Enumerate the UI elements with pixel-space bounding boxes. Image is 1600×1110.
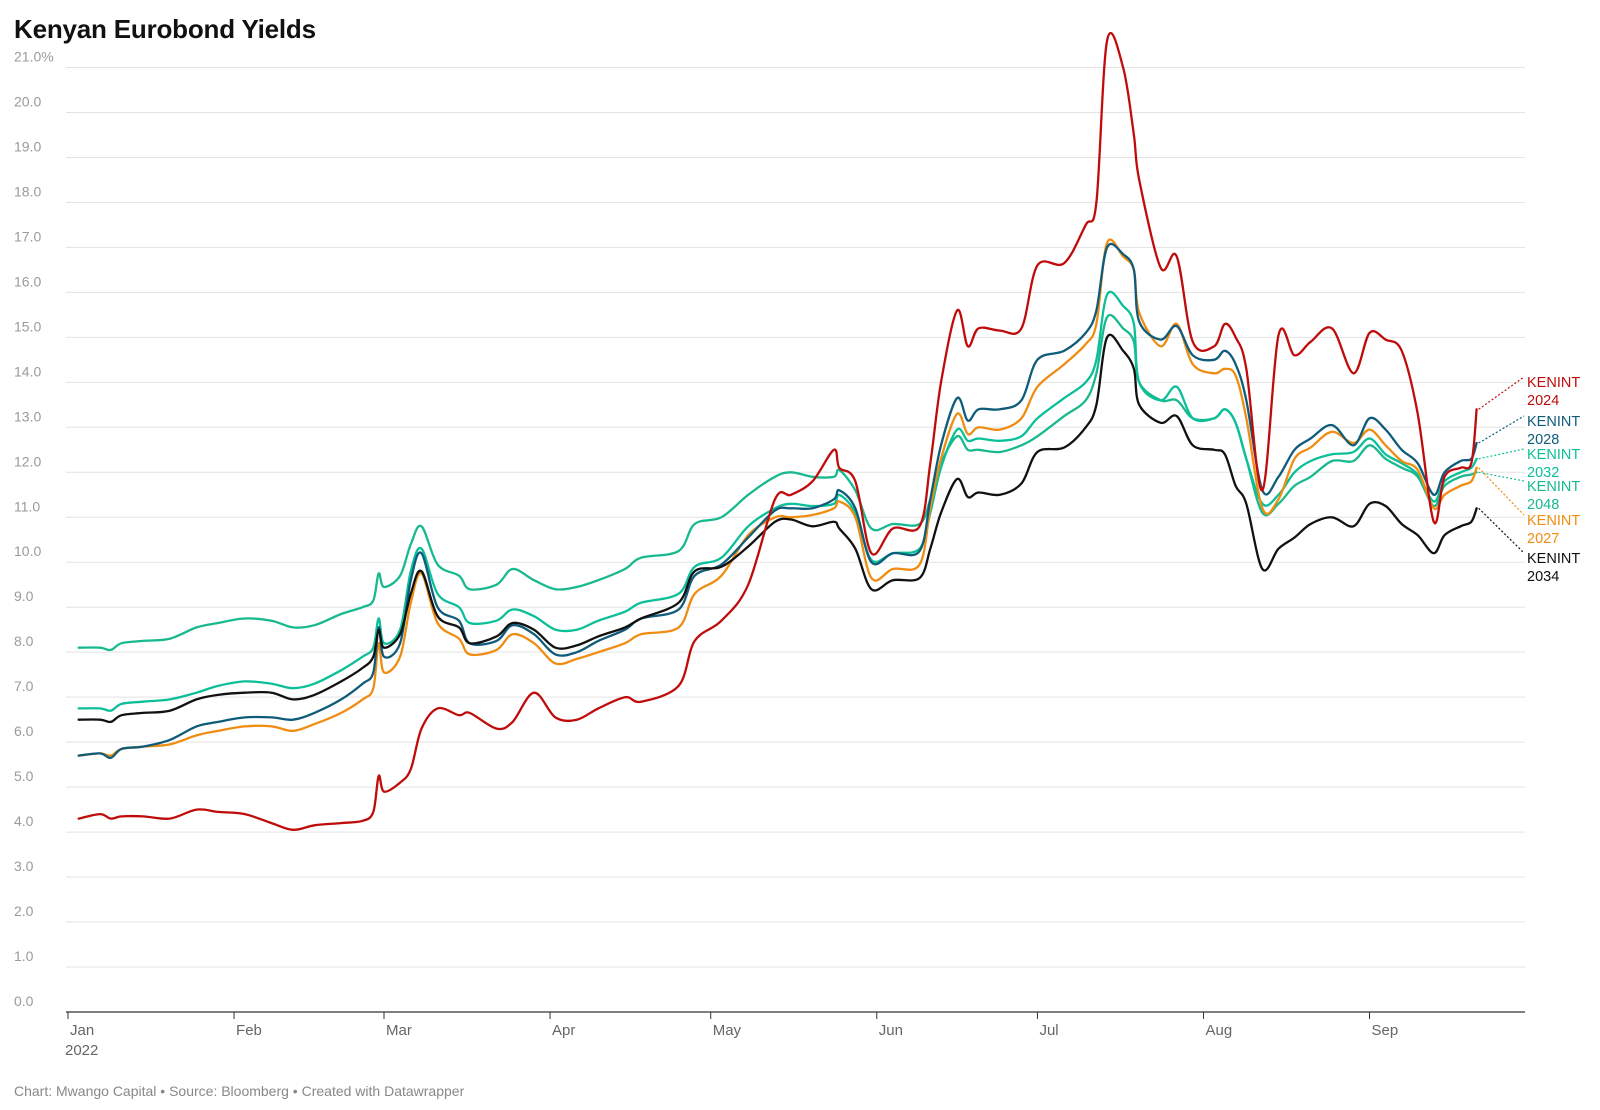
y-tick-label: 20.0 xyxy=(14,93,41,109)
y-tick-label: 4.0 xyxy=(14,813,34,829)
y-tick-label: 9.0 xyxy=(14,588,34,604)
series-labels: KENINT2048KENINT2032KENINT2027KENINT2028… xyxy=(1478,375,1580,585)
label-connector xyxy=(1478,376,1525,410)
series-label-kenint-2024: KENINT xyxy=(1527,375,1580,391)
x-tick-sublabel: 2022 xyxy=(65,1042,98,1059)
series-line-kenint-2027 xyxy=(77,238,1478,757)
series-label-kenint-2028: KENINT xyxy=(1527,414,1580,430)
y-axis-ticks: 0.0 1.0 2.0 3.0 4.0 5.0 6.0 7.0 8.0 9.0 10.0 11.0 12… xyxy=(14,48,54,1009)
y-tick-label: 19.0 xyxy=(14,138,41,154)
series-line-kenint-2048 xyxy=(77,313,1478,652)
x-tick-label: Aug xyxy=(1205,1022,1232,1039)
y-tick-label: 1.0 xyxy=(14,948,34,964)
label-connector xyxy=(1478,448,1525,460)
y-tick-label: 8.0 xyxy=(14,633,34,649)
y-tick-label: 10.0 xyxy=(14,543,41,559)
y-tick-label: 11.0 xyxy=(14,498,40,514)
x-tick-label: May xyxy=(713,1022,742,1039)
series-label-kenint-2027: 2027 xyxy=(1527,531,1559,547)
x-axis: Jan 2022 Feb Mar Apr May Jun Jul Aug Sep xyxy=(65,1012,1398,1059)
y-tick-label: 17.0 xyxy=(14,228,41,244)
series-lines xyxy=(77,31,1478,831)
series-label-kenint-2028: 2028 xyxy=(1527,432,1559,448)
series-label-kenint-2027: KENINT xyxy=(1527,513,1580,529)
series-line-kenint-2032 xyxy=(77,290,1478,712)
series-label-kenint-2032: 2032 xyxy=(1527,465,1559,481)
x-tick-label: Feb xyxy=(236,1022,262,1039)
series-label-kenint-2024: 2024 xyxy=(1527,393,1559,409)
y-tick-label: 15.0 xyxy=(14,318,41,334)
series-line-kenint-2034 xyxy=(77,333,1478,724)
y-tick-label: 3.0 xyxy=(14,858,34,874)
series-label-kenint-2034: KENINT xyxy=(1527,551,1580,567)
chart-title: Kenyan Eurobond Yields xyxy=(14,14,316,44)
series-line-kenint-2028 xyxy=(77,242,1478,760)
label-connector xyxy=(1478,471,1525,482)
x-tick-label: Jun xyxy=(879,1022,903,1039)
y-tick-label: 21.0% xyxy=(14,48,54,64)
y-tick-label: 13.0 xyxy=(14,408,41,424)
gridlines xyxy=(66,66,1525,1013)
y-tick-label: 5.0 xyxy=(14,768,34,784)
y-tick-label: 6.0 xyxy=(14,723,34,739)
label-connector xyxy=(1478,467,1525,516)
x-tick-label: Apr xyxy=(552,1022,575,1039)
x-tick-label: Sep xyxy=(1372,1022,1399,1039)
y-tick-label: 14.0 xyxy=(14,363,41,379)
y-tick-label: 18.0 xyxy=(14,183,41,199)
label-connector xyxy=(1478,507,1525,554)
chart-footer: Chart: Mwango Capital • Source: Bloomber… xyxy=(14,1083,465,1099)
x-tick-label: Jan xyxy=(70,1022,94,1039)
series-label-kenint-2048: 2048 xyxy=(1527,497,1559,513)
x-tick-label: Mar xyxy=(386,1022,412,1039)
series-label-kenint-2032: KENINT xyxy=(1527,447,1580,463)
y-tick-label: 12.0 xyxy=(14,453,41,469)
y-tick-label: 0.0 xyxy=(14,993,34,1009)
x-tick-label: Jul xyxy=(1039,1022,1058,1039)
series-line-kenint-2024 xyxy=(77,31,1478,831)
series-label-kenint-2048: KENINT xyxy=(1527,479,1580,495)
y-tick-label: 16.0 xyxy=(14,273,41,289)
label-connector xyxy=(1478,415,1525,444)
series-label-kenint-2034: 2034 xyxy=(1527,569,1559,585)
y-tick-label: 7.0 xyxy=(14,678,34,694)
y-tick-label: 2.0 xyxy=(14,903,34,919)
